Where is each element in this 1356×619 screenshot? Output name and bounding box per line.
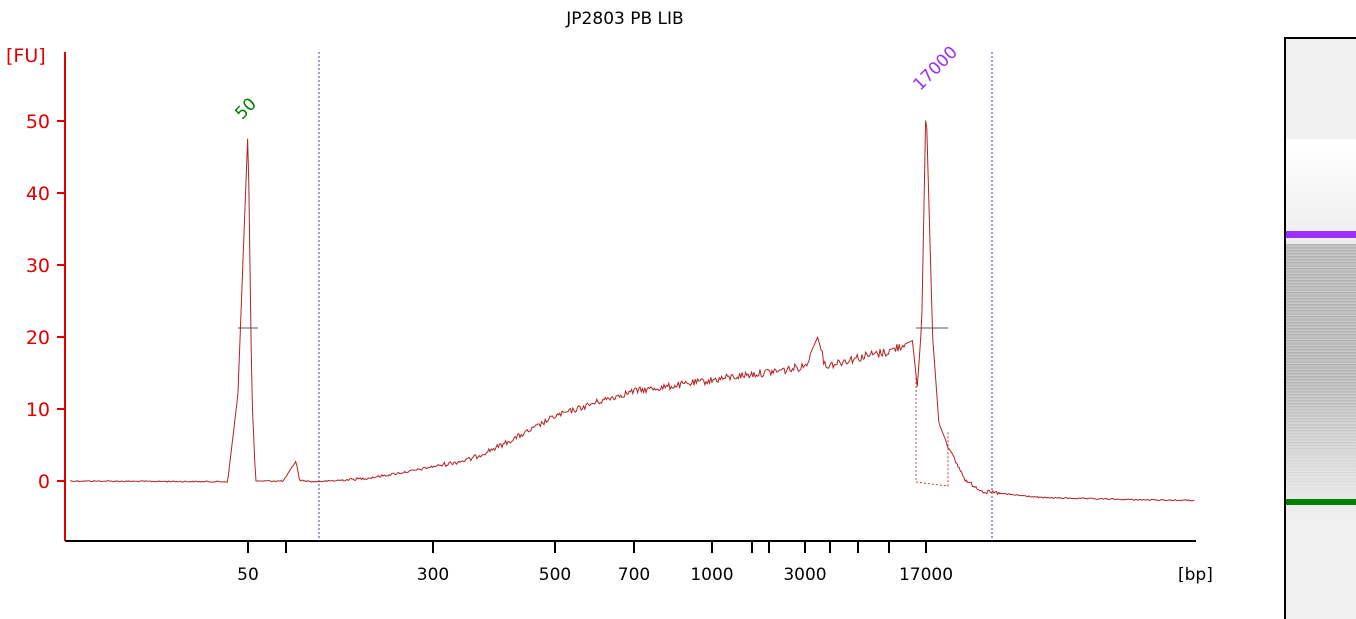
gel-bottom-fill [1286,519,1356,579]
y-tick-label: 50 [26,111,50,133]
gel-lower-marker-band [1286,499,1356,505]
smear-region-baseline [915,378,949,487]
gel-smear-fade [1286,379,1356,519]
y-tick-label: 30 [26,255,50,277]
gel-lane-frame [1284,37,1356,619]
series-trace [69,120,1195,502]
electropherogram: JP2803 PB LIB [FU] [bp] 0 10 20 30 40 50 50 30… [6,9,1213,585]
y-axis-label: [FU] [6,45,46,67]
x-axis-label: [bp] [1178,565,1213,585]
peak-label: 17000 [909,43,961,95]
gel-top-fade [1286,139,1356,249]
gel-upper-marker-band [1286,231,1356,238]
x-tick-label: 50 [237,565,259,585]
y-tick-label: 40 [26,183,50,205]
peak-label: 50 [231,94,260,123]
x-tick-label: 700 [618,565,650,585]
y-tick-label: 20 [26,327,50,349]
y-tick-label: 10 [26,399,50,421]
x-tick-label: 1000 [690,565,733,585]
x-tick-label: 3000 [783,565,826,585]
chart-title: JP2803 PB LIB [565,9,683,29]
x-tick-label: 500 [539,565,571,585]
gel-lane [1286,39,1356,619]
y-tick-label: 0 [38,471,50,493]
x-tick-label: 300 [417,565,449,585]
x-tick-label: 17000 [899,565,953,585]
